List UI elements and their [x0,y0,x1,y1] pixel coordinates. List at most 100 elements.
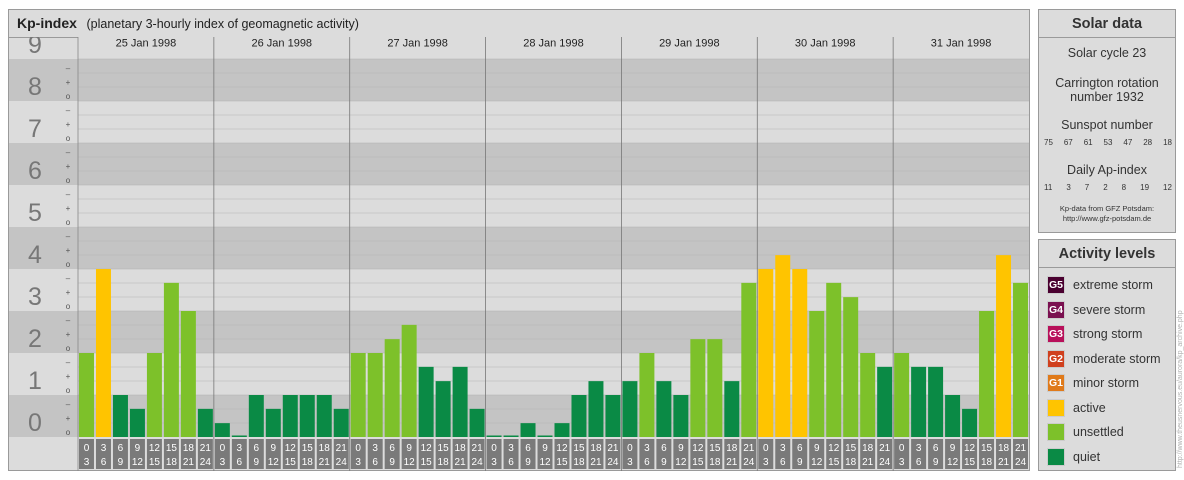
kp-bar [384,339,400,437]
minor-tick-mark: – [66,190,71,199]
minor-tick-mark: + [66,162,71,171]
interval-end-label: 15 [964,457,976,468]
interval-start-label: 0 [491,443,497,454]
interval-box [469,439,485,469]
interval-start-label: 6 [661,443,667,454]
y-tick-label: 1 [28,367,42,395]
minor-tick-mark: o [66,134,71,143]
kp-bar [877,366,893,437]
minor-tick-mark: + [66,246,71,255]
kp-bar [486,435,502,437]
interval-box [299,439,315,469]
interval-end-label: 3 [627,457,633,468]
interval-start-label: 15 [302,443,314,454]
interval-box [588,439,604,469]
sunspot-label: Sunspot number [1061,118,1153,132]
sunspot-value: 18 [1163,138,1172,147]
kp-band-2 [9,311,1029,353]
interval-box [911,439,927,469]
interval-start-label: 15 [981,443,993,454]
interval-end-label: 15 [149,457,161,468]
minor-tick-mark: o [66,302,71,311]
legend-item: G3 strong storm [1047,324,1142,344]
y-tick-label: 0 [28,409,42,437]
interval-box [95,439,111,469]
interval-start-label: 12 [692,443,704,454]
interval-end-label: 18 [981,457,993,468]
solar-data-panel: Solar data Solar cycle 23 Carrington rot… [1038,9,1176,233]
kp-bar [894,353,910,437]
kp-bar [401,324,417,437]
legend-label: extreme storm [1073,278,1153,292]
kp-bar [775,255,791,437]
kp-bar [248,395,264,437]
data-source-url: http://www.gfz-potsdam.de [1062,214,1152,223]
interval-box [809,439,825,469]
interval-end-label: 3 [84,457,90,468]
interval-box [418,439,434,469]
kp-band-6 [9,143,1029,185]
y-tick-label: 9 [28,37,42,59]
carrington-number: number 1932 [1070,90,1144,104]
interval-box [724,439,740,469]
interval-end-label: 21 [183,457,195,468]
kp-bar [996,255,1012,437]
interval-box [656,439,672,469]
ap-index-values: 11 3 7 2 8 19 12 [1044,183,1172,192]
interval-start-label: 21 [472,443,484,454]
interval-start-label: 12 [285,443,297,454]
kp-band-8 [9,59,1029,101]
interval-start-label: 3 [916,443,922,454]
interval-end-label: 18 [438,457,450,468]
interval-box [605,439,621,469]
interval-start-label: 6 [389,443,395,454]
interval-start-label: 18 [726,443,738,454]
interval-box [945,439,961,469]
interval-start-label: 18 [455,443,467,454]
interval-box [384,439,400,469]
legend-swatch: G4 [1047,300,1065,319]
interval-start-label: 15 [166,443,178,454]
interval-box [367,439,383,469]
minor-tick-mark: o [66,386,71,395]
kp-bar [724,381,740,437]
interval-end-label: 24 [200,457,212,468]
carrington-label: Carrington rotation [1055,76,1159,90]
sunspot-value: 53 [1103,138,1113,147]
interval-start-label: 6 [797,443,803,454]
minor-tick-mark: o [66,176,71,185]
day-label: 30 Jan 1998 [795,38,856,50]
y-tick-label: 8 [28,73,42,101]
interval-end-label: 3 [220,457,226,468]
interval-box [435,439,451,469]
interval-start-label: 18 [183,443,195,454]
kp-band-1 [9,353,1029,395]
kp-bar [1013,282,1028,437]
legend-item: G1 minor storm [1047,373,1139,393]
kp-bar [860,353,876,437]
interval-start-label: 6 [933,443,939,454]
y-tick-label: 4 [28,241,42,269]
interval-start-label: 9 [542,443,548,454]
interval-box [231,439,247,469]
sunspot-value: 75 [1044,138,1053,147]
interval-box [146,439,162,469]
legend-item: quiet [1047,447,1100,467]
interval-end-label: 9 [661,457,667,468]
kp-bar [673,395,689,437]
legend-swatch: G3 [1047,325,1065,343]
kp-bar [503,435,519,437]
interval-end-label: 18 [709,457,721,468]
legend-label: strong storm [1073,327,1143,341]
interval-start-label: 3 [101,443,107,454]
interval-start-label: 18 [998,443,1010,454]
interval-end-label: 3 [763,457,769,468]
y-tick-label: 5 [28,199,42,227]
legend-label: severe storm [1073,302,1146,317]
kp-bar [588,381,604,437]
kp-bar [911,366,927,437]
kp-bar [707,339,723,437]
interval-start-label: 6 [525,443,531,454]
interval-end-label: 3 [355,457,361,468]
kp-bar [537,435,553,437]
